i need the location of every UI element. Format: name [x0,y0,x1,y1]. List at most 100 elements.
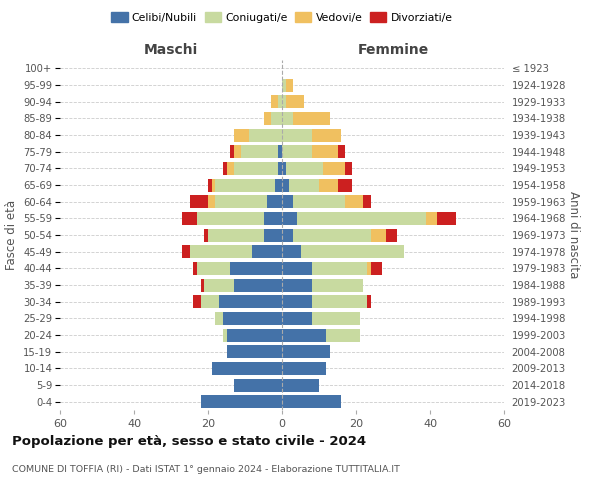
Bar [286,162,323,175]
Bar [282,295,311,308]
Bar [293,195,345,208]
Bar [278,95,282,108]
Bar [267,195,282,208]
Bar [263,212,282,225]
Bar [234,378,282,392]
Bar [182,245,190,258]
Bar [204,228,208,241]
Bar [282,245,301,258]
Bar [223,162,227,175]
Bar [215,312,223,325]
Bar [311,278,364,291]
Bar [282,312,311,325]
Bar [286,78,293,92]
Bar [271,112,282,125]
Bar [371,228,386,241]
Bar [282,395,341,408]
Bar [223,312,282,325]
Bar [208,228,263,241]
Bar [215,195,267,208]
Bar [311,295,367,308]
Bar [275,178,282,192]
Bar [190,245,253,258]
Bar [234,162,278,175]
Bar [301,245,404,258]
Bar [367,295,371,308]
Bar [282,278,311,291]
Bar [263,228,282,241]
Bar [323,162,345,175]
Bar [282,195,293,208]
Bar [293,228,371,241]
Bar [282,328,326,342]
Bar [200,395,282,408]
Bar [200,295,219,308]
Bar [282,128,311,141]
Text: Femmine: Femmine [358,42,428,56]
Bar [230,262,282,275]
Y-axis label: Anni di nascita: Anni di nascita [567,192,580,278]
Bar [197,262,230,275]
Bar [223,328,227,342]
Bar [282,178,289,192]
Bar [182,212,197,225]
Bar [282,378,319,392]
Bar [289,178,319,192]
Bar [293,112,330,125]
Text: Maschi: Maschi [144,42,198,56]
Bar [282,145,311,158]
Text: Popolazione per età, sesso e stato civile - 2024: Popolazione per età, sesso e stato civil… [12,435,366,448]
Bar [204,278,234,291]
Bar [282,212,297,225]
Bar [282,362,326,375]
Bar [208,178,212,192]
Bar [319,178,337,192]
Bar [219,295,282,308]
Bar [234,145,241,158]
Y-axis label: Fasce di età: Fasce di età [5,200,17,270]
Bar [230,145,234,158]
Bar [278,162,282,175]
Bar [234,128,249,141]
Bar [371,262,382,275]
Bar [212,178,215,192]
Bar [263,112,271,125]
Bar [193,262,197,275]
Bar [282,112,293,125]
Bar [200,278,204,291]
Bar [193,295,200,308]
Bar [311,312,360,325]
Bar [345,162,352,175]
Bar [190,195,208,208]
Text: COMUNE DI TOFFIA (RI) - Dati ISTAT 1° gennaio 2024 - Elaborazione TUTTITALIA.IT: COMUNE DI TOFFIA (RI) - Dati ISTAT 1° ge… [12,465,400,474]
Bar [271,95,278,108]
Bar [345,195,364,208]
Bar [227,162,234,175]
Bar [278,145,282,158]
Legend: Celibi/Nubili, Coniugati/e, Vedovi/e, Divorziati/e: Celibi/Nubili, Coniugati/e, Vedovi/e, Di… [107,8,457,27]
Bar [337,145,345,158]
Bar [386,228,397,241]
Bar [282,345,330,358]
Bar [311,262,367,275]
Bar [286,95,304,108]
Bar [364,195,371,208]
Bar [297,212,427,225]
Bar [249,128,282,141]
Bar [227,345,282,358]
Bar [311,128,341,141]
Bar [227,328,282,342]
Bar [215,178,275,192]
Bar [367,262,371,275]
Bar [337,178,352,192]
Bar [208,195,215,208]
Bar [197,212,263,225]
Bar [212,362,282,375]
Bar [253,245,282,258]
Bar [282,162,286,175]
Bar [282,78,286,92]
Bar [282,228,293,241]
Bar [311,145,337,158]
Bar [282,262,311,275]
Bar [234,278,282,291]
